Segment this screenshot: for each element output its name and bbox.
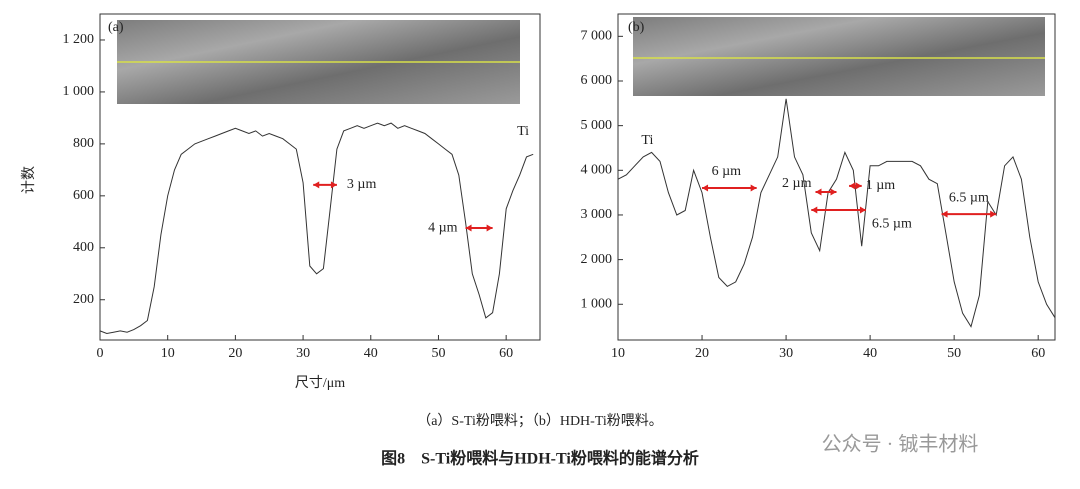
annotation: 1 µm	[866, 178, 896, 193]
y-tick-label: 1 200	[63, 32, 95, 47]
figure-title: 图8 S-Ti粉喂料与HDH-Ti粉喂料的能谱分析	[381, 449, 699, 468]
annotation: 4 µm	[428, 220, 458, 235]
line-series	[99, 122, 534, 335]
annotation: 6.5 µm	[949, 190, 989, 205]
x-tick-label: 40	[863, 346, 877, 361]
watermark: 公众号 · 铖丰材料	[822, 433, 979, 456]
x-tick-label: 60	[499, 346, 513, 361]
x-tick-label: 10	[161, 346, 175, 361]
y-tick-label: 600	[73, 188, 94, 203]
y-tick-label: 6 000	[581, 73, 613, 88]
y-tick-label: 200	[73, 292, 94, 307]
annotation: 6.5 µm	[872, 216, 912, 231]
plot-frame	[99, 13, 541, 341]
x-tick-label: 60	[1031, 346, 1045, 361]
annotation: Ti	[641, 133, 653, 148]
sem-image	[633, 17, 1045, 96]
x-axis-label: 尺寸/μm	[295, 375, 345, 391]
arrow-head	[815, 188, 837, 196]
caption: （a）S-Ti粉喂料；（b）HDH-Ti粉喂料。	[417, 413, 663, 429]
y-tick-label: 800	[73, 136, 94, 151]
x-tick-label: 50	[947, 346, 961, 361]
plot-frame	[617, 13, 1056, 341]
y-tick-label: 3 000	[581, 207, 613, 222]
x-tick-label: 40	[364, 346, 378, 361]
panel-label: (a)	[108, 20, 124, 35]
annotation: 3 µm	[347, 177, 377, 192]
panel-label: (b)	[628, 20, 645, 35]
y-tick-label: 2 000	[581, 252, 613, 267]
y-tick-label: 5 000	[581, 118, 613, 133]
y-tick-label: 1 000	[63, 84, 95, 99]
x-tick-label: 20	[228, 346, 242, 361]
x-tick-label: 30	[296, 346, 310, 361]
x-tick-label: 30	[779, 346, 793, 361]
y-tick-label: 400	[73, 240, 94, 255]
arrow-head	[849, 182, 862, 190]
x-tick-label: 10	[611, 346, 625, 361]
x-tick-label: 20	[695, 346, 709, 361]
annotation: 6 µm	[712, 164, 742, 179]
y-tick-label: 4 000	[581, 163, 613, 178]
y-axis-label: 计数	[21, 166, 37, 194]
arrow-head	[313, 181, 337, 189]
arrow-head	[811, 206, 866, 214]
arrow-head	[941, 210, 997, 218]
arrow-head	[702, 184, 757, 192]
annotation: 2 µm	[782, 176, 812, 191]
x-tick-label: 0	[97, 346, 104, 361]
y-tick-label: 7 000	[581, 29, 613, 44]
line-series	[617, 98, 1056, 328]
annotation: Ti	[517, 124, 529, 139]
arrow-head	[465, 224, 493, 232]
x-tick-label: 50	[431, 346, 445, 361]
y-tick-label: 1 000	[581, 296, 613, 311]
